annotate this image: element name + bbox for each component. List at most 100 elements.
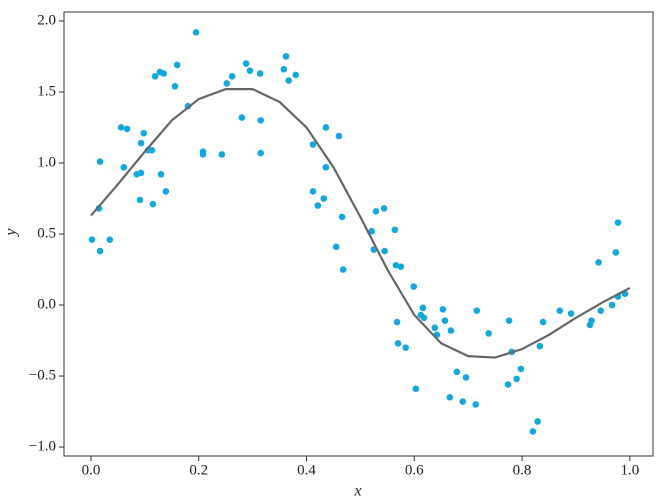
data-point [106,236,114,243]
data-point [149,200,157,208]
data-point [459,398,467,405]
data-point [120,163,128,171]
x-tick-label: 0.4 [297,462,316,478]
data-point [536,342,544,350]
data-point [410,283,418,290]
data-point [431,324,439,332]
data-point [368,227,376,235]
data-point [381,247,388,255]
data-point [402,344,409,351]
fit-line [90,88,631,359]
data-point [412,385,420,393]
data-point [505,317,513,324]
data-point [529,428,537,435]
x-tick-label: 0.8 [513,462,532,478]
data-point [441,317,449,324]
data-point [612,249,620,256]
x-tick-label: 0.0 [82,462,101,478]
data-point [473,307,481,314]
data-point [292,71,300,79]
y-tick-label: 2.0 [37,12,56,28]
data-point [96,247,104,255]
data-point [309,188,317,195]
y-tick-label: 0.5 [37,225,56,241]
data-point [504,381,512,388]
data-point [614,219,622,226]
data-point [394,340,402,347]
data-point [534,418,541,425]
data-point [238,114,246,121]
data-point [485,330,492,337]
data-point [588,317,595,324]
data-point [117,124,125,131]
data-point [332,243,340,251]
data-point [160,70,167,77]
y-axis-title: y [3,228,20,238]
data-point [608,301,616,309]
data-point [257,117,264,124]
x-tick-label: 0.6 [405,462,424,478]
data-point [314,202,322,209]
data-point [157,171,165,178]
data-point [192,29,200,36]
data-point [136,196,144,204]
data-point [335,132,343,140]
y-tick-label: −0.5 [29,367,56,383]
data-point [453,368,461,376]
data-point [393,318,401,326]
x-tick-label: 1.0 [620,462,639,478]
y-tick-label: 1.5 [37,83,56,99]
data-point [96,158,104,165]
data-point [439,305,447,313]
data-point [88,236,96,243]
data-point [257,149,264,157]
data-point [556,307,564,314]
data-point [462,374,470,381]
data-point [309,141,317,148]
data-point [162,188,170,195]
data-point [223,80,231,87]
data-point [199,151,207,158]
data-point [472,401,480,408]
data-point [280,65,288,73]
data-point [171,82,179,90]
data-point [242,60,250,67]
data-point [446,394,454,401]
data-point [397,263,405,270]
data-point [322,163,330,171]
data-point [595,259,602,266]
data-point [322,124,330,131]
y-tick-label: −1.0 [29,438,56,454]
data-point [420,314,428,322]
data-point [173,61,181,69]
data-point [218,151,226,158]
x-tick-label: 0.2 [189,462,208,478]
plot-frame [63,11,654,457]
data-point [148,146,156,154]
data-point [419,304,427,312]
data-point [380,205,388,212]
data-point [137,139,145,147]
x-axis-title: x [353,483,361,500]
y-tick-label: 0.0 [37,296,56,312]
data-point [513,375,520,383]
data-point [339,266,347,273]
y-tick-label: 1.0 [37,154,56,170]
data-point [285,77,293,84]
data-point [256,70,264,77]
data-point [447,327,455,334]
data-point [228,73,236,80]
data-point [391,226,399,234]
data-point [517,365,525,373]
data-point [567,310,575,317]
data-point [597,307,605,314]
data-point [320,195,328,202]
data-point [282,53,290,60]
data-point [123,125,131,133]
data-point [539,318,547,326]
data-point [338,213,346,221]
data-point [140,129,148,137]
data-point [137,169,145,177]
